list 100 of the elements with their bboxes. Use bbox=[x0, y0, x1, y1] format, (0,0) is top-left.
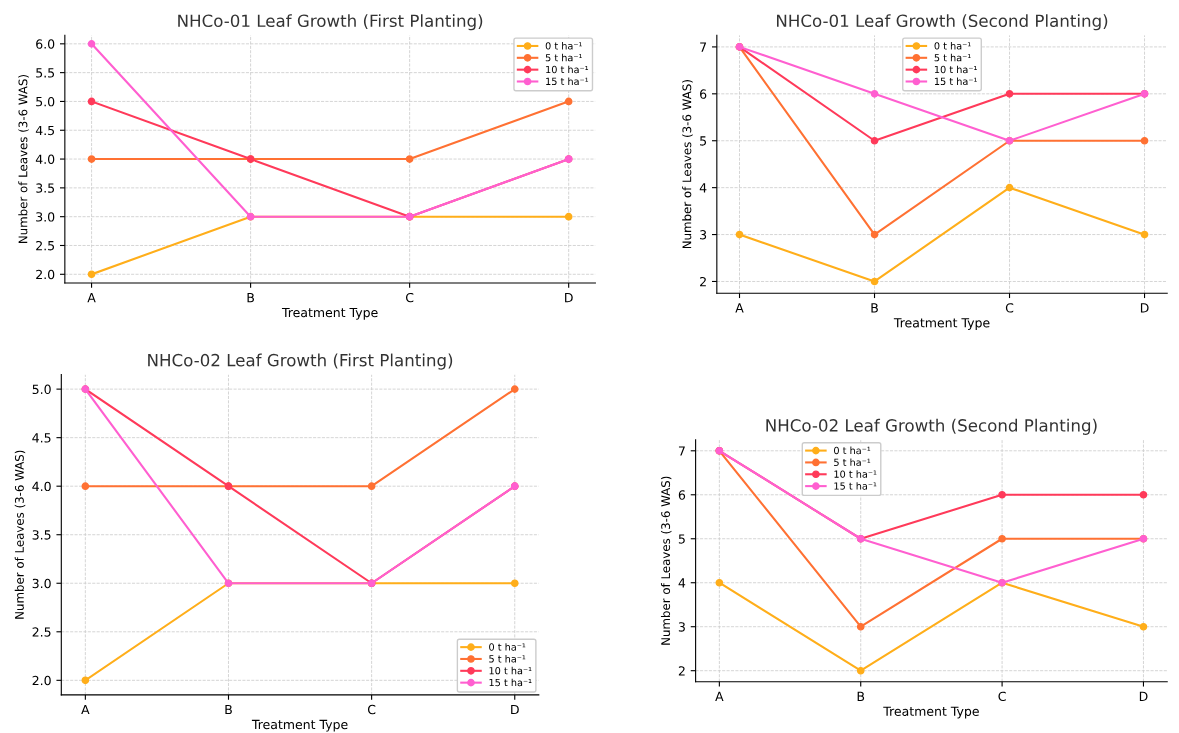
y-tick-label: 4.0 bbox=[32, 481, 51, 492]
point bbox=[715, 578, 724, 587]
legend-label: 0 t ha⁻¹ bbox=[489, 643, 526, 651]
point bbox=[735, 230, 744, 239]
point bbox=[510, 385, 519, 393]
x-tick-label: D bbox=[565, 293, 573, 303]
point bbox=[564, 97, 573, 106]
legend-label: 15 t ha⁻¹ bbox=[489, 678, 532, 687]
y-tick-label: 2 bbox=[678, 666, 685, 676]
legend-label: 0 t ha⁻¹ bbox=[834, 446, 871, 455]
point bbox=[87, 270, 96, 279]
y-tick-label: 5.5 bbox=[36, 68, 55, 78]
point bbox=[998, 490, 1006, 499]
point bbox=[81, 482, 90, 491]
point bbox=[87, 155, 96, 163]
point bbox=[998, 534, 1006, 543]
x-tick-label: D bbox=[1140, 303, 1149, 313]
x-axis-title: Treatment Type bbox=[893, 318, 990, 330]
point bbox=[856, 622, 865, 631]
x-tick-label: C bbox=[405, 292, 414, 303]
x-tick-label: A bbox=[735, 303, 744, 313]
legend-label: 10 t ha⁻¹ bbox=[489, 666, 532, 675]
y-tick-label: 4.0 bbox=[35, 154, 55, 164]
point bbox=[1140, 230, 1149, 239]
point bbox=[1139, 622, 1148, 631]
y-axis-title: Number of Leaves (3-6 WAS) bbox=[14, 450, 26, 619]
x-axis-title: Treatment Type bbox=[883, 706, 979, 719]
y-tick-label: 6.0 bbox=[36, 39, 55, 49]
point bbox=[856, 666, 865, 675]
point bbox=[870, 136, 879, 145]
chart-title: NHCo-02 Leaf Growth (First Planting) bbox=[148, 353, 453, 370]
point bbox=[1005, 183, 1014, 192]
y-tick-label: 2.5 bbox=[36, 240, 55, 251]
x-axis-title: Treatment Type bbox=[251, 719, 348, 732]
legend-label: 5 t ha⁻¹ bbox=[834, 458, 871, 466]
chart-title: NHCo-02 Leaf Growth (Second Planting) bbox=[766, 418, 1097, 435]
y-tick-label: 5 bbox=[700, 136, 707, 146]
legend-label: 15 t ha⁻¹ bbox=[834, 482, 877, 490]
y-axis-title: Number of Leaves (3-6 WAS) bbox=[18, 74, 29, 243]
legend-label: 15 t ha⁻¹ bbox=[546, 77, 589, 86]
x-tick-label: C bbox=[1005, 303, 1014, 313]
y-tick-label: 7 bbox=[700, 42, 707, 52]
y-tick-label: 6 bbox=[700, 89, 707, 99]
y-tick-label: 3.0 bbox=[36, 212, 55, 222]
y-tick-label: 7 bbox=[678, 446, 685, 456]
point bbox=[1140, 136, 1149, 145]
legend-label: 10 t ha⁻¹ bbox=[546, 65, 589, 74]
x-tick-label: B bbox=[857, 691, 865, 701]
x-tick-label: A bbox=[715, 691, 724, 701]
x-tick-label: C bbox=[367, 704, 376, 715]
point bbox=[870, 230, 879, 239]
y-tick-label: 5.0 bbox=[36, 96, 55, 107]
chart-title: NHCo-01 Leaf Growth (First Planting) bbox=[178, 14, 483, 31]
y-tick-label: 2.0 bbox=[32, 675, 51, 686]
point bbox=[870, 277, 879, 286]
y-tick-label: 2.0 bbox=[36, 269, 55, 280]
point bbox=[1005, 90, 1014, 98]
y-tick-label: 3.5 bbox=[36, 183, 55, 193]
point bbox=[1139, 490, 1148, 499]
y-tick-label: 3 bbox=[700, 230, 707, 240]
point bbox=[367, 482, 376, 491]
y-tick-label: 3.5 bbox=[32, 530, 51, 540]
legend-label: 0 t ha⁻¹ bbox=[934, 41, 971, 50]
y-tick-label: 2 bbox=[700, 276, 706, 287]
legend-label: 15 t ha⁻¹ bbox=[934, 77, 977, 86]
point bbox=[405, 155, 414, 163]
legend-label: 5 t ha⁻¹ bbox=[489, 654, 526, 663]
y-tick-label: 4 bbox=[678, 578, 686, 588]
point bbox=[870, 90, 879, 98]
point bbox=[81, 676, 90, 685]
y-tick-label: 4.5 bbox=[35, 125, 55, 136]
x-tick-label: A bbox=[81, 704, 90, 715]
y-tick-label: 4.5 bbox=[32, 433, 51, 443]
y-tick-label: 2.5 bbox=[32, 627, 51, 637]
legend-label: 5 t ha⁻¹ bbox=[545, 53, 582, 62]
x-tick-label: D bbox=[511, 704, 519, 715]
x-axis-title: Treatment Type bbox=[281, 307, 378, 320]
chart-title: NHCo-01 Leaf Growth (Second Planting) bbox=[777, 14, 1108, 31]
legend-label: 5 t ha⁻¹ bbox=[934, 53, 971, 62]
x-tick-label: B bbox=[225, 704, 232, 715]
point bbox=[510, 579, 519, 588]
y-tick-label: 4 bbox=[699, 183, 707, 193]
y-tick-label: 6 bbox=[678, 490, 686, 500]
y-axis-title: Number of Leaves (3-6 WAS) bbox=[660, 476, 672, 645]
y-tick-label: 5 bbox=[678, 534, 685, 544]
x-tick-label: D bbox=[1139, 691, 1148, 701]
y-tick-label: 5.0 bbox=[32, 384, 51, 395]
y-tick-label: 3.0 bbox=[32, 578, 51, 589]
point bbox=[87, 40, 96, 48]
legend-label: 10 t ha⁻¹ bbox=[834, 470, 877, 478]
x-tick-label: A bbox=[87, 293, 96, 303]
x-tick-label: C bbox=[998, 691, 1006, 702]
y-axis-title: Number of Leaves (3-6 WAS) bbox=[682, 80, 693, 249]
legend-label: 10 t ha⁻¹ bbox=[934, 65, 977, 74]
point bbox=[87, 97, 96, 106]
y-tick-label: 3 bbox=[678, 622, 685, 632]
legend-label: 0 t ha⁻¹ bbox=[545, 41, 582, 50]
point bbox=[564, 212, 573, 221]
x-tick-label: B bbox=[247, 293, 254, 303]
x-tick-label: B bbox=[871, 303, 878, 313]
